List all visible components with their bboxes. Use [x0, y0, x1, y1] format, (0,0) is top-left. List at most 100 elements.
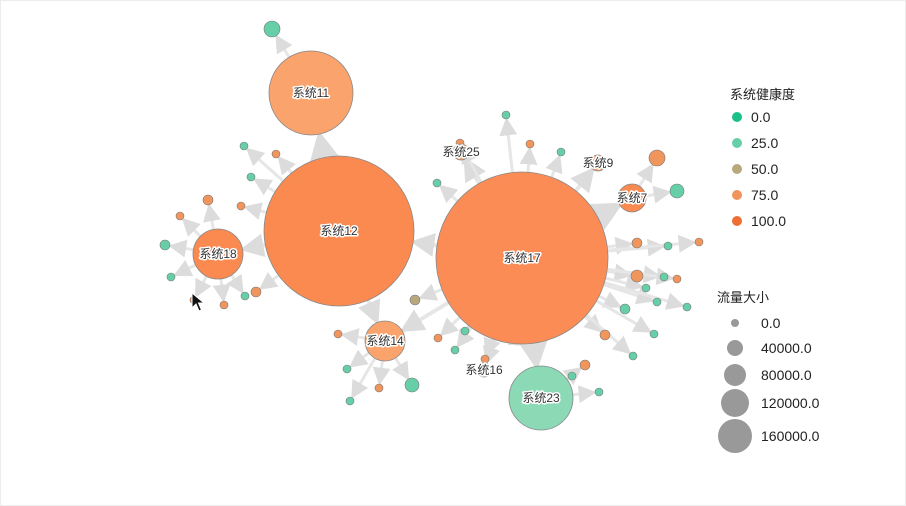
- system-node-17[interactable]: 系统17: [435, 171, 609, 345]
- leaf-node[interactable]: [460, 326, 470, 336]
- size-legend-item[interactable]: 40000.0: [727, 340, 812, 356]
- health-legend-label: 50.0: [751, 161, 778, 177]
- flow-edge: [226, 273, 244, 294]
- leaf-node[interactable]: [166, 272, 176, 282]
- leaf-node[interactable]: [239, 141, 249, 151]
- health-legend-item[interactable]: 0.0: [732, 109, 771, 125]
- size-legend-label: 120000.0: [761, 395, 820, 411]
- leaf-node[interactable]: [631, 237, 643, 249]
- leaf-node[interactable]: [501, 110, 511, 120]
- leaf-node[interactable]: [649, 329, 659, 339]
- health-legend-item[interactable]: 100.0: [732, 213, 786, 229]
- leaf-node[interactable]: [271, 149, 281, 159]
- health-legend-item[interactable]: 75.0: [732, 187, 778, 203]
- leaf-node[interactable]: [450, 345, 460, 355]
- system-node-label: 系统11: [293, 86, 330, 100]
- leaf-node[interactable]: [409, 294, 421, 306]
- leaf-node[interactable]: [648, 149, 666, 167]
- leaf-node[interactable]: [641, 283, 651, 293]
- system-node-circle[interactable]: [589, 154, 607, 172]
- leaf-node[interactable]: [579, 359, 591, 371]
- health-swatch-icon: [732, 112, 742, 122]
- leaf-node[interactable]: [659, 272, 669, 282]
- system-node-circle[interactable]: [617, 183, 647, 213]
- leaf-node[interactable]: [672, 274, 682, 284]
- system-node-18[interactable]: 系统18: [192, 228, 244, 280]
- leaf-node[interactable]: [525, 139, 535, 149]
- leaf-node[interactable]: [374, 383, 384, 393]
- flow-edge: [602, 280, 685, 310]
- health-swatch-icon: [732, 164, 742, 174]
- flow-edge: [597, 291, 622, 308]
- leaf-node[interactable]: [404, 377, 420, 393]
- leaf-node[interactable]: [630, 269, 644, 283]
- system-node-7[interactable]: 系统7: [615, 183, 649, 213]
- leaf-node[interactable]: [342, 364, 352, 374]
- leaf-node[interactable]: [189, 295, 199, 305]
- flow-edge: [438, 184, 460, 204]
- system-node-circle[interactable]: [508, 365, 574, 431]
- system-node-circle[interactable]: [192, 228, 244, 280]
- system-node-9[interactable]: 系统9: [581, 154, 615, 172]
- system-node-circle[interactable]: [263, 155, 415, 307]
- leaf-node[interactable]: [556, 147, 566, 157]
- leaf-node[interactable]: [219, 300, 229, 310]
- leaf-node[interactable]: [246, 172, 256, 182]
- system-node-12[interactable]: 系统12: [263, 155, 415, 307]
- leaf-node[interactable]: [652, 297, 662, 307]
- flow-edge: [519, 146, 538, 174]
- leaf-node[interactable]: [202, 194, 214, 206]
- system-node-23[interactable]: 系统23: [508, 365, 574, 431]
- leaf-node[interactable]: [628, 351, 638, 361]
- system-node-circle[interactable]: [452, 143, 470, 161]
- size-legend-label: 0.0: [761, 315, 781, 331]
- leaf-node[interactable]: [432, 178, 442, 188]
- system-node-16[interactable]: 系统16: [464, 362, 505, 379]
- leaf-node[interactable]: [433, 333, 443, 343]
- leaf-node[interactable]: [175, 211, 185, 221]
- flow-edge: [483, 336, 501, 357]
- size-swatch-icon: [727, 340, 743, 356]
- leaf-node[interactable]: [694, 237, 704, 247]
- health-legend-item[interactable]: 50.0: [732, 161, 778, 177]
- leaf-node[interactable]: [619, 303, 631, 315]
- leaf-node[interactable]: [594, 387, 604, 397]
- flow-edge: [606, 234, 697, 253]
- system-node-25[interactable]: 系统25: [441, 143, 482, 161]
- system-node-circle[interactable]: [268, 50, 354, 136]
- health-swatch-icon: [732, 138, 742, 148]
- flow-edge: [340, 328, 367, 346]
- health-legend-item[interactable]: 25.0: [732, 135, 778, 151]
- system-node-circle[interactable]: [435, 171, 609, 345]
- size-legend-item[interactable]: 160000.0: [718, 419, 820, 453]
- size-legend-item[interactable]: 0.0: [731, 315, 781, 331]
- leaf-node[interactable]: [236, 201, 246, 211]
- leaf-node[interactable]: [682, 302, 692, 312]
- edges-layer: [168, 34, 697, 404]
- leaf-node[interactable]: [480, 354, 490, 364]
- leaf-node[interactable]: [669, 183, 685, 199]
- leaf-node[interactable]: [345, 396, 355, 406]
- size-legend-item[interactable]: 80000.0: [724, 364, 812, 386]
- system-node-11[interactable]: 系统11: [268, 50, 354, 136]
- health-legend-label: 25.0: [751, 135, 778, 151]
- system-node-14[interactable]: 系统14: [364, 320, 406, 362]
- system-node-circle[interactable]: [364, 320, 406, 362]
- leaf-node[interactable]: [663, 241, 673, 251]
- flow-edge: [589, 202, 624, 231]
- flow-edge: [410, 233, 439, 257]
- leaf-node[interactable]: [159, 239, 171, 251]
- leaf-node[interactable]: [333, 329, 343, 339]
- size-legend-label: 80000.0: [761, 367, 812, 383]
- flow-edge: [245, 147, 285, 183]
- leaf-node[interactable]: [263, 20, 281, 38]
- system-node-label: 系统18: [199, 247, 237, 261]
- size-legend-item[interactable]: 120000.0: [721, 389, 820, 417]
- system-node-circle[interactable]: [476, 362, 492, 378]
- size-legend-label: 160000.0: [761, 428, 820, 444]
- leaf-node[interactable]: [240, 291, 250, 301]
- leaf-node[interactable]: [599, 329, 611, 341]
- leaf-node[interactable]: [250, 286, 262, 298]
- leaf-node[interactable]: [567, 371, 577, 381]
